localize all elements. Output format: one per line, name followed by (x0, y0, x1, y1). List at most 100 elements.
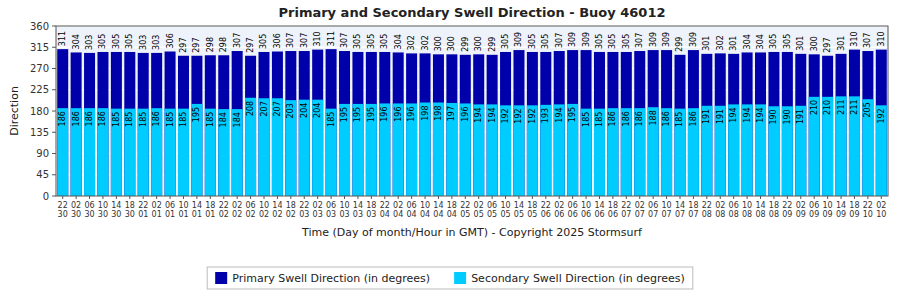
bar (460, 103, 471, 196)
x-tick (277, 196, 278, 199)
data-label: 306 (273, 33, 282, 48)
x-tick-label: 1809 (849, 201, 859, 219)
y-tick-label: 270 (30, 63, 49, 74)
x-tick-label: 0210 (876, 201, 886, 219)
y-tick-label: 315 (30, 42, 49, 53)
data-label: 198 (421, 106, 430, 121)
data-label: 194 (756, 107, 765, 122)
data-label: 300 (474, 36, 483, 51)
bar (822, 56, 833, 196)
bar (822, 97, 833, 196)
x-tick-label: 1406 (594, 201, 604, 219)
bar (554, 51, 565, 196)
x-tick (438, 196, 439, 199)
x-tick-label: 1801 (205, 201, 215, 219)
data-label: 204 (300, 103, 309, 118)
bar (111, 109, 122, 196)
bar (71, 52, 82, 196)
x-tick-label: 1030 (98, 201, 108, 219)
data-label: 309 (662, 32, 671, 47)
data-label: 195 (568, 107, 577, 122)
x-tick (143, 196, 144, 199)
y-tick (52, 174, 56, 175)
data-label: 311 (327, 31, 336, 46)
bar (621, 108, 632, 196)
y-tick (52, 132, 56, 133)
x-tick (76, 196, 77, 199)
bar (634, 108, 645, 196)
data-label: 302 (716, 35, 725, 50)
bar (500, 105, 511, 196)
data-label: 185 (206, 112, 215, 127)
x-tick (760, 196, 761, 199)
bar (339, 51, 350, 196)
x-tick (639, 196, 640, 199)
x-tick (237, 196, 238, 199)
bar (446, 54, 457, 196)
data-label: 186 (152, 111, 161, 126)
data-label: 185 (166, 112, 175, 127)
bar (57, 49, 68, 196)
data-label: 191 (702, 109, 711, 124)
data-label: 305 (112, 34, 121, 49)
data-label: 196 (461, 106, 470, 121)
x-tick (814, 196, 815, 199)
bar (701, 54, 712, 196)
x-tick-label: 1806 (608, 201, 618, 219)
data-label: 194 (488, 107, 497, 122)
x-tick (317, 196, 318, 199)
data-label: 195 (353, 107, 362, 122)
bar (111, 52, 122, 196)
data-label: 297 (192, 37, 201, 52)
bar (473, 104, 484, 196)
x-tick (693, 196, 694, 199)
data-label: 300 (447, 36, 456, 51)
x-tick (344, 196, 345, 199)
bar (728, 54, 739, 196)
x-tick-label: 2203 (299, 201, 309, 219)
data-label: 185 (125, 112, 134, 127)
x-tick (357, 196, 358, 199)
data-label: 192 (501, 108, 510, 123)
data-label: 302 (407, 35, 416, 50)
bar (876, 50, 887, 196)
data-label: 186 (662, 111, 671, 126)
x-tick (854, 196, 855, 199)
data-label: 184 (219, 112, 228, 127)
x-tick-label: 0208 (715, 201, 725, 219)
x-tick (223, 196, 224, 199)
x-tick-label: 0230 (71, 201, 81, 219)
data-label: 196 (407, 106, 416, 121)
bar (540, 52, 551, 196)
data-label: 185 (676, 112, 685, 127)
data-label: 186 (98, 111, 107, 126)
bar (191, 56, 202, 196)
data-label: 192 (877, 108, 886, 123)
x-tick-label: 1403 (353, 201, 363, 219)
data-label: 307 (863, 33, 872, 48)
x-tick-label: 0205 (474, 201, 484, 219)
x-tick-label: 2205 (460, 201, 470, 219)
bar (527, 105, 538, 196)
legend-box (207, 267, 693, 289)
bar (379, 103, 390, 196)
bar (648, 107, 659, 196)
bar (299, 51, 310, 196)
x-tick (129, 196, 130, 199)
data-label: 303 (85, 35, 94, 50)
bar (849, 50, 860, 196)
bar (406, 103, 417, 196)
bar (513, 50, 524, 196)
bar (742, 104, 753, 196)
x-tick-label: 1402 (272, 201, 282, 219)
bar (366, 104, 377, 196)
x-tick (451, 196, 452, 199)
bar (84, 108, 95, 196)
data-label: 185 (139, 112, 148, 127)
bar (581, 50, 592, 196)
bar (594, 109, 605, 196)
x-tick (398, 196, 399, 199)
bar (165, 52, 176, 197)
x-tick-label: 1001 (178, 201, 188, 219)
data-label: 300 (434, 36, 443, 51)
